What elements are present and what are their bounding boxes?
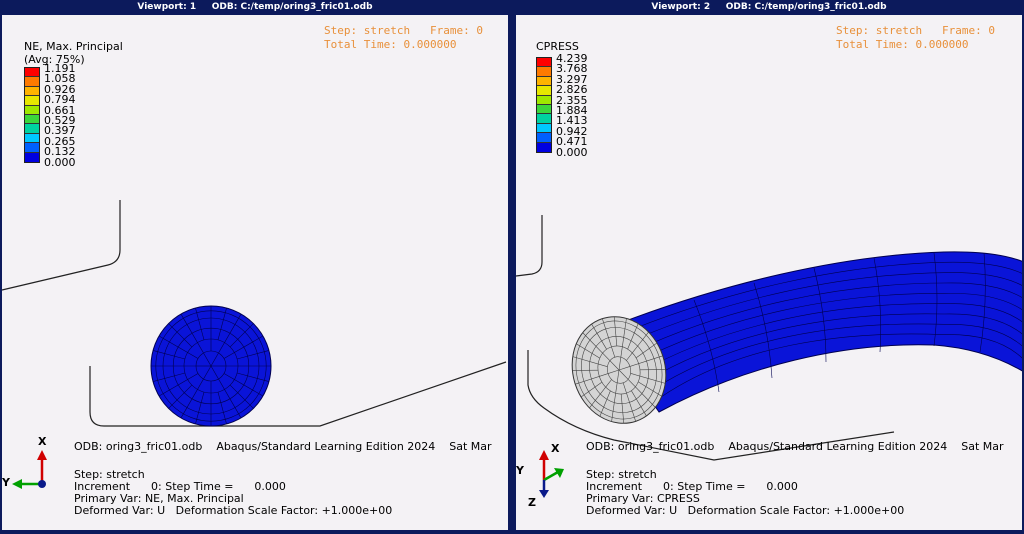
step-frame-label: Step: stretch Frame: 0 [324,24,483,37]
legend-value: 0.397 [44,124,76,138]
viewport-1[interactable]: Viewport: 1 ODB: C:/temp/oring3_fric01.o… [0,0,510,534]
total-time-label: Total Time: 0.000000 [324,38,457,51]
groove-surface [89,361,507,427]
legend-value: 3.297 [556,72,588,86]
legend-value: 4.239 [556,52,588,65]
legend-swatch [537,114,551,124]
legend-subtitle: (Avg: 75%) [24,53,85,66]
legend-swatch [25,133,39,144]
legend-swatch [25,105,39,115]
total-time-label: Total Time: 0.000000 [836,38,969,51]
oring-section [150,305,272,427]
info-deformed-var: Deformed Var: U Deformation Scale Factor… [74,504,393,517]
legend-swatch [537,58,551,68]
viewport-2[interactable]: Viewport: 2 ODB: C:/temp/oring3_fric01.o… [514,0,1024,534]
legend-value: 1.058 [44,72,76,86]
info-increment: Increment 0: Step Time = 0.000 [74,480,286,493]
triad-x-label: X [38,435,47,448]
legend-value: 0.529 [44,113,76,127]
triad-z-label: Z [528,496,536,509]
legend-swatch [25,77,39,87]
legend-value: 0.265 [44,134,76,148]
viewport-2-title: Viewport: 2 ODB: C:/temp/oring3_fric01.o… [514,0,1024,15]
legend-value: 0.000 [44,155,76,169]
legend-swatch [25,143,39,153]
legend-value: 1.884 [556,103,588,117]
legend-value: 2.355 [556,93,588,107]
legend-value: 3.768 [556,62,588,76]
step-frame-label: Step: stretch Frame: 0 [836,24,995,37]
legend-swatch [537,123,551,134]
legend-swatch [537,104,551,115]
legend-value: 0.942 [556,124,588,138]
legend-swatch [537,133,551,143]
upper-rigid-surface [515,215,543,277]
triad-y-label: Y [2,476,10,489]
legend-swatch [537,86,551,96]
model-canvas[interactable] [0,0,510,534]
legend-value: 2.826 [556,83,588,97]
legend-value: 0.000 [556,145,588,159]
legend-swatch [25,86,39,97]
legend-value: 0.794 [44,93,76,107]
odb-info-line: ODB: oring3_fric01.odb Abaqus/Standard L… [74,440,492,453]
legend-colorbar [536,57,552,153]
legend-value: 0.661 [44,103,76,117]
info-increment: Increment 0: Step Time = 0.000 [586,480,798,493]
info-primary-var: Primary Var: CPRESS [586,492,700,505]
legend-swatch [537,95,551,105]
axis-triad [539,450,564,498]
model-canvas[interactable] [514,0,1024,534]
legend-value: 0.926 [44,82,76,96]
legend-swatch [25,96,39,106]
groove-surface [527,350,895,461]
legend-swatch [25,68,39,78]
triad-y-label: Y [516,464,524,477]
odb-info-line: ODB: oring3_fric01.odb Abaqus/Standard L… [586,440,1004,453]
legend-title: NE, Max. Principal [24,40,123,53]
legend-swatch [25,124,39,134]
legend-colorbar [24,67,40,163]
info-step: Step: stretch [586,468,657,481]
legend-swatch [537,76,551,87]
legend-value: 1.191 [44,62,76,75]
legend-swatch [537,67,551,77]
legend-value: 1.413 [556,114,588,128]
upper-rigid-surface [1,200,121,291]
oring-3d-body [571,251,1024,424]
legend-value: 0.132 [44,145,76,159]
legend-value: 0.471 [556,135,588,149]
info-deformed-var: Deformed Var: U Deformation Scale Factor… [586,504,905,517]
legend-values: 1.191 1.058 0.926 0.794 0.661 0.529 0.397 0.265… [44,62,76,169]
legend-swatch [25,114,39,125]
legend-swatch [25,152,39,162]
axis-triad [12,450,47,489]
legend-values: 4.239 3.768 3.297 2.826 2.355 1.884 1.413 0.942… [556,52,588,159]
triad-x-label: X [551,442,560,455]
legend-swatch [537,142,551,152]
info-step: Step: stretch [74,468,145,481]
info-primary-var: Primary Var: NE, Max. Principal [74,492,244,505]
viewport-1-title: Viewport: 1 ODB: C:/temp/oring3_fric01.o… [0,0,510,15]
legend-title: CPRESS [536,40,579,53]
